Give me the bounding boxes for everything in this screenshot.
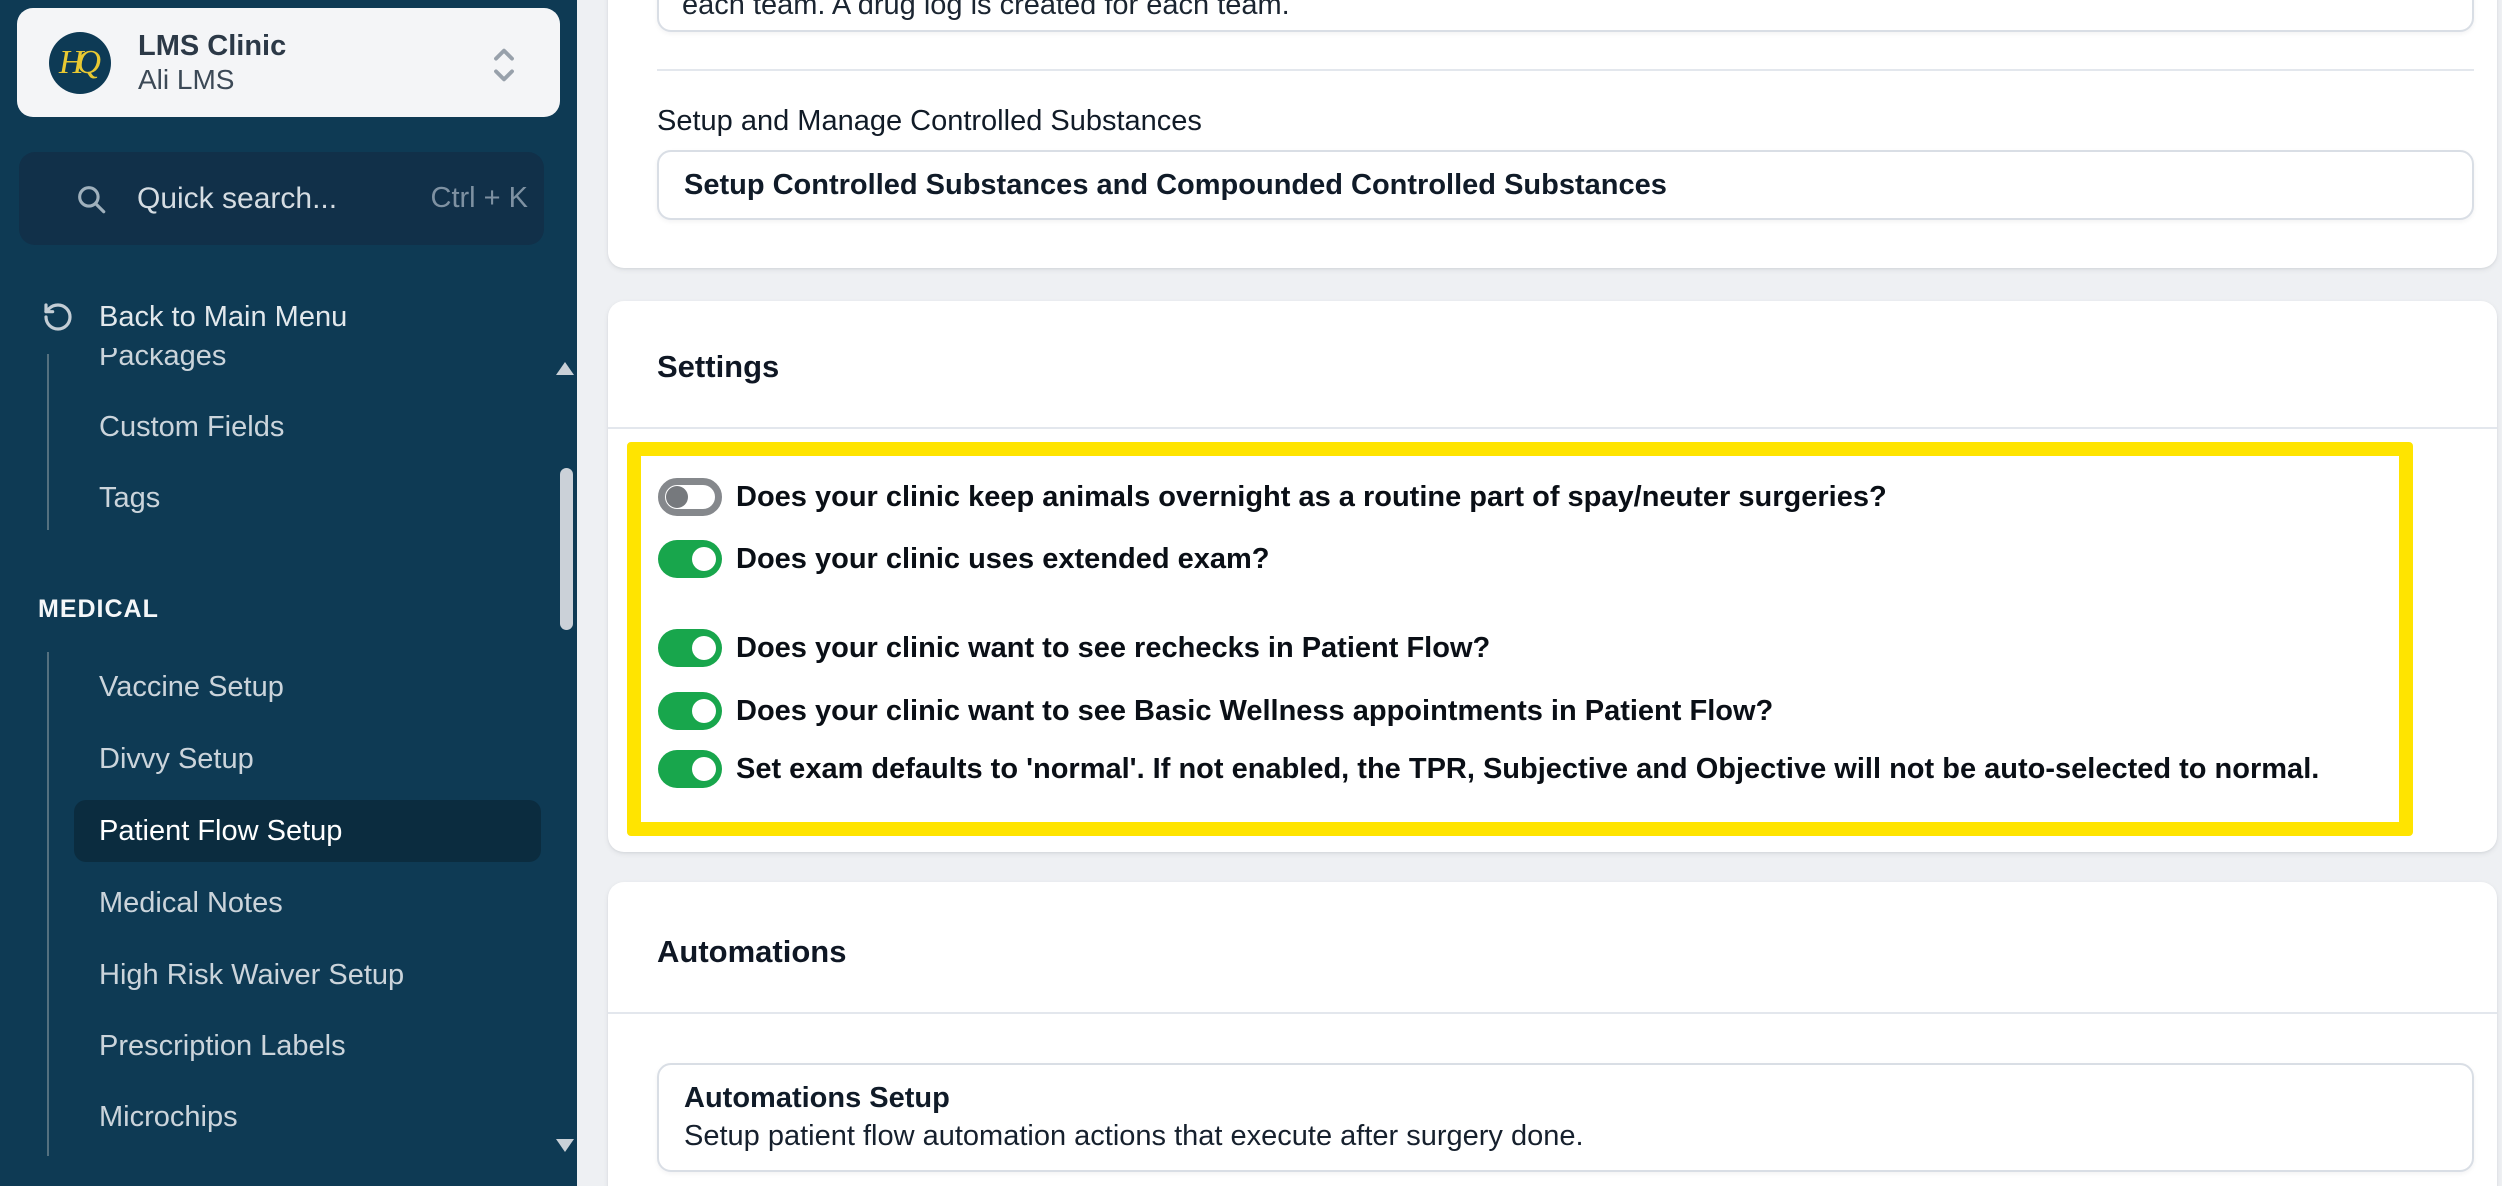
- workspace-subtitle: Ali LMS: [138, 64, 235, 95]
- scroll-down-arrow-icon[interactable]: [556, 1139, 574, 1152]
- back-to-main-menu-link[interactable]: Back to Main Menu: [0, 296, 577, 338]
- drug-teams-card: each team. A drug log is created for eac…: [608, 0, 2497, 268]
- sidebar-item-medical-notes[interactable]: Medical Notes: [74, 872, 541, 934]
- clinic-logo: HQ: [49, 32, 111, 94]
- sidebar-item-vaccine-setup[interactable]: Vaccine Setup: [74, 656, 541, 718]
- workspace-info: LMS Clinic Ali LMS: [138, 29, 286, 97]
- sidebar-item-tags[interactable]: Tags: [74, 467, 541, 529]
- sidebar-item-custom-fields[interactable]: Custom Fields: [74, 396, 541, 458]
- main-content: each team. A drug log is created for eac…: [577, 0, 2502, 1186]
- toggle-label: Does your clinic keep animals overnight …: [736, 480, 1887, 513]
- clinic-logo-text: HQ: [58, 44, 101, 81]
- divider: [608, 427, 2497, 429]
- automations-card: Automations Automations Setup Setup pati…: [608, 882, 2497, 1186]
- sidebar-item-high-risk-waiver-setup[interactable]: High Risk Waiver Setup: [74, 944, 541, 1006]
- sidebar-item-label: Divvy Setup: [99, 742, 254, 775]
- back-to-main-menu-label: Back to Main Menu: [99, 300, 348, 333]
- toggle-label: Does your clinic uses extended exam?: [736, 542, 1270, 575]
- toggle-label: Does your clinic want to see Basic Welln…: [736, 694, 1774, 727]
- toggle-switch[interactable]: [658, 478, 722, 516]
- nav-group-line: [47, 652, 49, 1156]
- toggle-switch[interactable]: [658, 692, 722, 730]
- toggle-switch[interactable]: [658, 540, 722, 578]
- settings-title: Settings: [657, 349, 780, 384]
- sidebar-item-label: Tags: [99, 481, 161, 514]
- sidebar-item-divvy-setup[interactable]: Divvy Setup: [74, 728, 541, 790]
- sidebar-item-label: High Risk Waiver Setup: [99, 958, 405, 991]
- search-icon: [78, 186, 106, 214]
- sidebar-item-label: Prescription Labels: [99, 1029, 346, 1062]
- setting-row-overnight: Does your clinic keep animals overnight …: [658, 478, 2382, 516]
- chevron-up-down-icon: [494, 48, 514, 82]
- sidebar-item-label: Vaccine Setup: [99, 670, 284, 703]
- automations-setup-box[interactable]: Automations Setup Setup patient flow aut…: [657, 1063, 2474, 1172]
- automations-setup-title: Automations Setup: [684, 1081, 950, 1114]
- sidebar-item-prescription-labels[interactable]: Prescription Labels: [74, 1015, 541, 1077]
- controlled-substances-action-label: Setup Controlled Substances and Compound…: [684, 168, 1667, 201]
- sidebar-item-label: Custom Fields: [99, 410, 285, 443]
- workspace-switcher[interactable]: HQ LMS Clinic Ali LMS: [17, 8, 560, 117]
- settings-card: Settings Does your clinic keep animals o…: [608, 301, 2497, 852]
- sidebar-nav: Packages Custom Fields Tags MEDICAL Vacc…: [0, 348, 577, 1162]
- nav-group-line: [47, 354, 49, 530]
- rotate-ccw-icon: [44, 303, 72, 331]
- sidebar-item-packages[interactable]: Packages: [74, 348, 541, 387]
- sidebar: HQ LMS Clinic Ali LMS Quick search... Ct…: [0, 0, 610, 1186]
- quick-search-input[interactable]: Quick search... Ctrl + K: [19, 152, 544, 245]
- divider: [608, 1012, 2497, 1014]
- page-scrollbar-gutter: [2502, 0, 2508, 1186]
- sidebar-item-label: Patient Flow Setup: [99, 814, 343, 847]
- setting-row-basic-wellness: Does your clinic want to see Basic Welln…: [658, 692, 2382, 730]
- search-placeholder: Quick search...: [137, 181, 338, 215]
- sidebar-item-label: Medical Notes: [99, 886, 283, 919]
- sidebar-section-medical: MEDICAL: [38, 595, 159, 623]
- drug-teams-description-box: each team. A drug log is created for eac…: [657, 0, 2474, 32]
- automations-title: Automations: [657, 934, 847, 969]
- sidebar-item-microchips[interactable]: Microchips: [74, 1086, 541, 1148]
- sidebar-item-label: Microchips: [99, 1100, 238, 1133]
- setting-row-exam-defaults: Set exam defaults to 'normal'. If not en…: [658, 750, 2382, 788]
- scroll-up-arrow-icon[interactable]: [556, 362, 574, 375]
- toggle-label: Does your clinic want to see rechecks in…: [736, 631, 1491, 664]
- toggle-label: Set exam defaults to 'normal'. If not en…: [736, 752, 2320, 785]
- controlled-substances-action-box[interactable]: Setup Controlled Substances and Compound…: [657, 150, 2474, 220]
- workspace-title: LMS Clinic: [138, 30, 287, 62]
- toggle-switch[interactable]: [658, 629, 722, 667]
- sidebar-item-label: Packages: [99, 348, 227, 372]
- settings-highlight-box: Does your clinic keep animals overnight …: [627, 442, 2413, 836]
- divider: [657, 69, 2474, 71]
- toggle-switch[interactable]: [658, 750, 722, 788]
- sidebar-item-patient-flow-setup[interactable]: Patient Flow Setup: [74, 800, 541, 862]
- setting-row-extended-exam: Does your clinic uses extended exam?: [658, 540, 2382, 578]
- drug-teams-description: each team. A drug log is created for eac…: [682, 0, 1290, 21]
- automations-setup-description: Setup patient flow automation actions th…: [684, 1119, 1584, 1152]
- controlled-substances-label: Setup and Manage Controlled Substances: [657, 105, 1202, 137]
- search-shortcut-hint: Ctrl + K: [430, 182, 529, 214]
- sidebar-scrollbar-thumb[interactable]: [560, 468, 573, 630]
- setting-row-rechecks: Does your clinic want to see rechecks in…: [658, 629, 2382, 667]
